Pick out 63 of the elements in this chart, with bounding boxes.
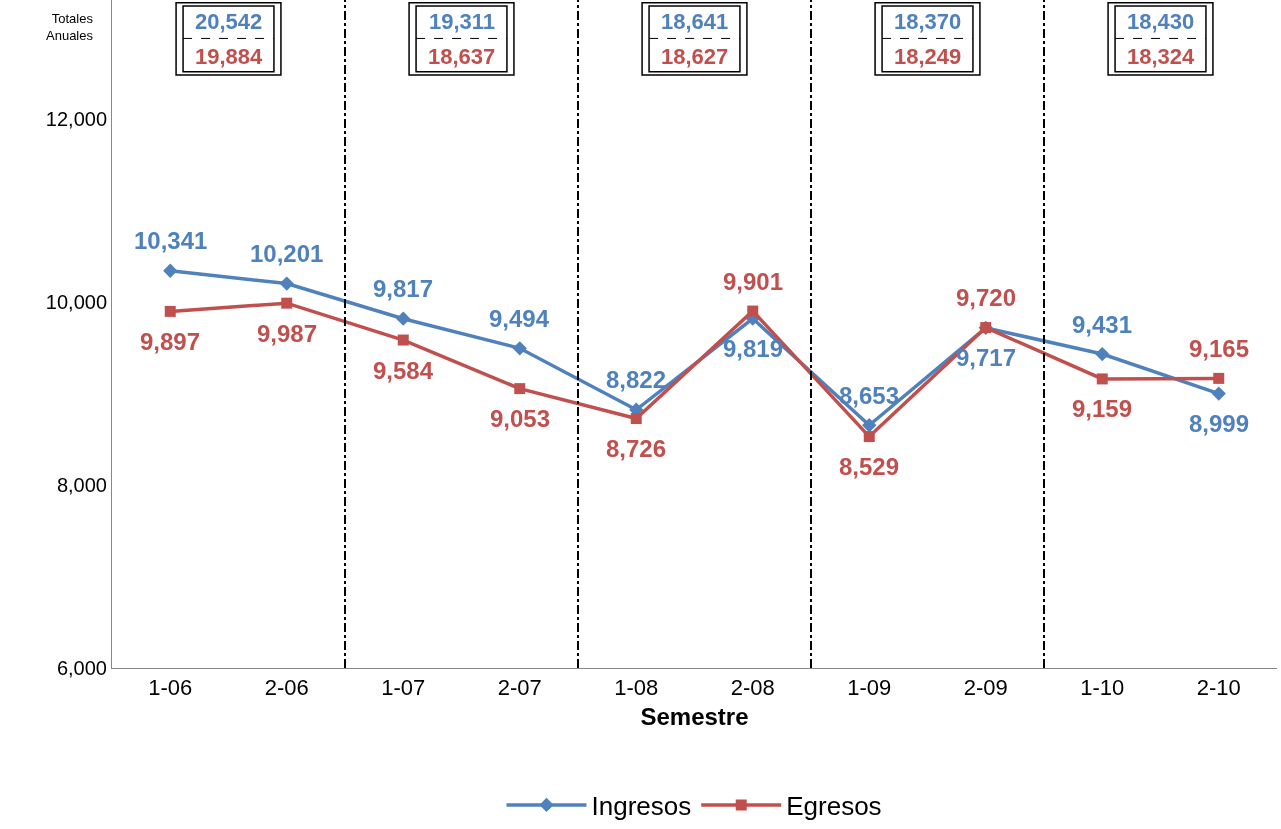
data-label: 9,717 bbox=[956, 344, 1017, 371]
data-label: 10,201 bbox=[250, 240, 324, 267]
annotation: 20,542 bbox=[195, 9, 263, 34]
x-tick-label: 2-06 bbox=[264, 675, 309, 701]
data-label: 9,165 bbox=[1189, 335, 1250, 362]
legend-label: Egresos bbox=[786, 791, 882, 822]
point bbox=[514, 383, 526, 395]
x-tick-label: 1-10 bbox=[1080, 675, 1125, 701]
annotation: 18,627 bbox=[661, 44, 729, 69]
point bbox=[281, 297, 293, 309]
legend-label: Ingresos bbox=[591, 791, 692, 822]
data-label: 9,494 bbox=[489, 305, 550, 332]
point bbox=[1213, 372, 1225, 384]
x-axis-title: Semestre bbox=[640, 702, 749, 730]
point bbox=[862, 418, 877, 433]
point bbox=[1096, 373, 1108, 385]
text: Totales Anuales bbox=[46, 11, 94, 43]
x-tick-label: 1-07 bbox=[381, 675, 426, 701]
y-tick-label: 10,000 bbox=[45, 290, 107, 313]
data-label: 9,897 bbox=[140, 328, 201, 355]
data-label: 9,901 bbox=[723, 268, 784, 295]
annotation: 18,324 bbox=[1127, 44, 1196, 69]
data-label: 8,822 bbox=[606, 366, 667, 393]
data-label: 8,529 bbox=[839, 453, 900, 480]
data-label: 9,817 bbox=[373, 275, 434, 302]
data-label: 9,720 bbox=[956, 284, 1017, 311]
point bbox=[512, 341, 527, 356]
point bbox=[397, 334, 409, 346]
data-label: 8,726 bbox=[606, 435, 667, 462]
x-tick-label: 2-09 bbox=[963, 675, 1008, 701]
data-label: 8,999 bbox=[1189, 410, 1250, 437]
y-tick-label: 6,000 bbox=[56, 657, 107, 679]
point bbox=[747, 305, 759, 317]
point bbox=[163, 263, 178, 278]
point bbox=[396, 311, 411, 326]
annotation: 18,249 bbox=[894, 44, 962, 69]
x-tick-label: 1-09 bbox=[847, 675, 892, 701]
point bbox=[164, 305, 176, 317]
y-tick-label: 12,000 bbox=[45, 107, 107, 130]
point bbox=[1095, 346, 1110, 362]
data-label: 9,159 bbox=[1072, 395, 1133, 422]
point bbox=[630, 413, 642, 425]
data-label: 9,053 bbox=[490, 405, 551, 432]
annotation: 18,370 bbox=[894, 9, 962, 34]
y-tick-label: 8,000 bbox=[56, 473, 107, 496]
x-tick-label: 2-08 bbox=[730, 675, 775, 701]
point bbox=[1211, 386, 1226, 401]
annotation: 18,641 bbox=[661, 9, 729, 34]
data-label: 9,431 bbox=[1072, 311, 1133, 338]
x-tick-label: 2-10 bbox=[1196, 675, 1241, 701]
data-label: 10,341 bbox=[134, 227, 208, 254]
x-tick-label: 2-07 bbox=[497, 675, 542, 701]
point bbox=[863, 431, 875, 443]
x-tick-label: 1-08 bbox=[614, 675, 659, 701]
x-tick-label: 1-06 bbox=[148, 675, 193, 701]
annotation: 18,430 bbox=[1127, 9, 1195, 34]
data-label: 9,987 bbox=[257, 320, 318, 347]
annotation: 18,637 bbox=[428, 44, 496, 69]
data-label: 9,584 bbox=[373, 357, 434, 384]
data-label: 9,819 bbox=[723, 335, 784, 362]
annotation: 19,311 bbox=[429, 9, 496, 34]
annotation: 19,884 bbox=[195, 44, 264, 69]
point bbox=[279, 276, 294, 291]
